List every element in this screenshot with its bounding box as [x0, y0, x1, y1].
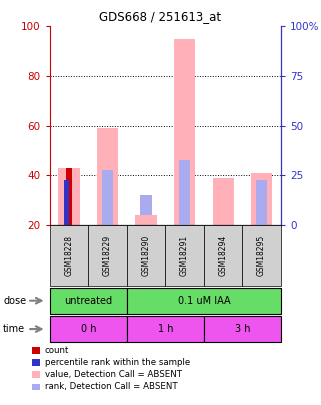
Bar	[66, 168, 72, 225]
Bar	[256, 180, 267, 225]
Text: untreated: untreated	[64, 296, 112, 306]
Text: GSM18294: GSM18294	[219, 234, 228, 276]
Text: rank, Detection Call = ABSENT: rank, Detection Call = ABSENT	[45, 382, 178, 391]
Bar	[213, 178, 234, 225]
Bar	[179, 160, 190, 225]
Text: GSM18228: GSM18228	[65, 234, 74, 276]
Text: 3 h: 3 h	[235, 324, 250, 334]
Text: dose: dose	[3, 296, 26, 306]
Bar	[102, 170, 113, 225]
Text: value, Detection Call = ABSENT: value, Detection Call = ABSENT	[45, 370, 182, 379]
Bar	[174, 39, 195, 225]
Text: 0.1 uM IAA: 0.1 uM IAA	[178, 296, 230, 306]
Text: percentile rank within the sample: percentile rank within the sample	[45, 358, 190, 367]
Bar	[64, 180, 69, 225]
Text: GSM18229: GSM18229	[103, 234, 112, 276]
Text: 1 h: 1 h	[158, 324, 173, 334]
Text: GDS668 / 251613_at: GDS668 / 251613_at	[100, 10, 221, 23]
Bar	[58, 168, 80, 225]
Bar	[135, 215, 157, 225]
Text: count: count	[45, 346, 69, 355]
Text: GSM18291: GSM18291	[180, 234, 189, 276]
Bar	[140, 195, 152, 215]
Text: time: time	[3, 324, 25, 334]
Text: GSM18295: GSM18295	[257, 234, 266, 276]
Bar	[251, 173, 272, 225]
Text: GSM18290: GSM18290	[142, 234, 151, 276]
Text: 0 h: 0 h	[81, 324, 96, 334]
Bar	[97, 128, 118, 225]
